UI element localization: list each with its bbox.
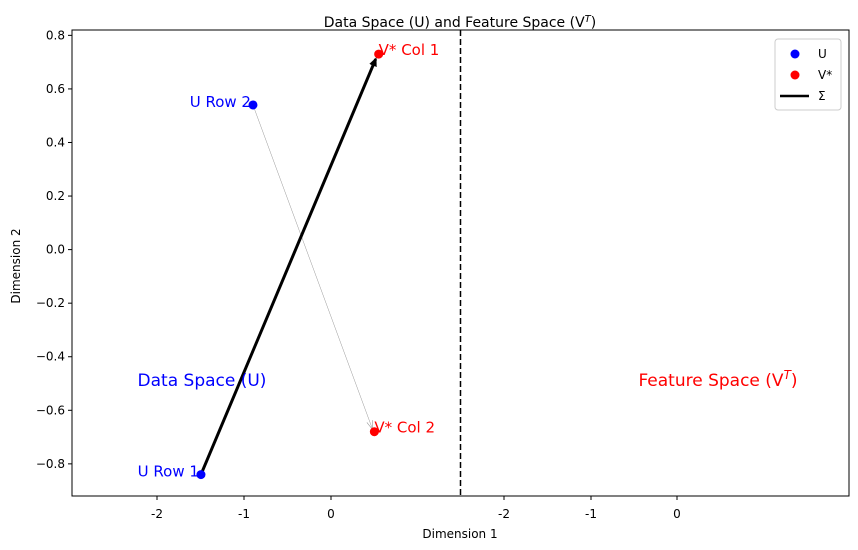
y-tick-label: −0.8 — [36, 457, 65, 471]
y-tick-label: 0.8 — [46, 28, 65, 42]
v-point — [369, 427, 379, 437]
data-space-label: Data Space (U) — [138, 371, 267, 391]
v-point-label: V* Col 2 — [374, 419, 435, 437]
x-tick-label: -2 — [498, 507, 510, 521]
x-axis-ticks: -2 -1 0 -2 -1 0 — [151, 496, 681, 521]
y-tick-label: −0.4 — [36, 350, 65, 364]
legend-label-v: V* — [818, 68, 832, 82]
y-tick-label: 0.4 — [46, 135, 65, 149]
legend-marker-v — [790, 70, 800, 80]
u-point-label: U Row 2 — [190, 93, 251, 111]
u-point — [196, 470, 206, 480]
data-points: U Row 1 U Row 2 V* Col 1 V* Col 2 — [138, 41, 440, 480]
mapping-arrow — [252, 104, 372, 429]
x-tick-label: -1 — [585, 507, 597, 521]
y-tick-label: 0.6 — [46, 82, 65, 96]
x-tick-label: -2 — [151, 507, 163, 521]
x-tick-label: 0 — [327, 507, 335, 521]
legend-marker-u — [790, 49, 800, 59]
feature-space-label: Feature Space (VT) — [638, 368, 797, 391]
y-tick-label: 0.2 — [46, 189, 65, 203]
legend-label-u: U — [818, 47, 827, 61]
legend: U V* Σ — [774, 38, 842, 111]
u-point — [248, 100, 258, 110]
y-tick-label: 0.0 — [46, 243, 65, 257]
sigma-arrow — [199, 57, 378, 476]
chart-title: Data Space (U) and Feature Space (VT) — [324, 14, 597, 31]
y-tick-label: −0.2 — [36, 296, 65, 310]
legend-label-sigma: Σ — [818, 89, 826, 103]
y-axis-ticks: 0.8 0.6 0.4 0.2 0.0 −0.2 −0.4 −0.6 −0.8 — [36, 28, 72, 471]
y-tick-label: −0.6 — [36, 403, 65, 417]
v-point-label: V* Col 1 — [379, 41, 440, 59]
y-axis-label: Dimension 2 — [9, 228, 23, 303]
u-point-label: U Row 1 — [138, 463, 199, 481]
v-point — [374, 49, 384, 59]
x-axis-label: Dimension 1 — [422, 527, 497, 541]
x-tick-label: 0 — [673, 507, 681, 521]
x-tick-label: -1 — [238, 507, 250, 521]
